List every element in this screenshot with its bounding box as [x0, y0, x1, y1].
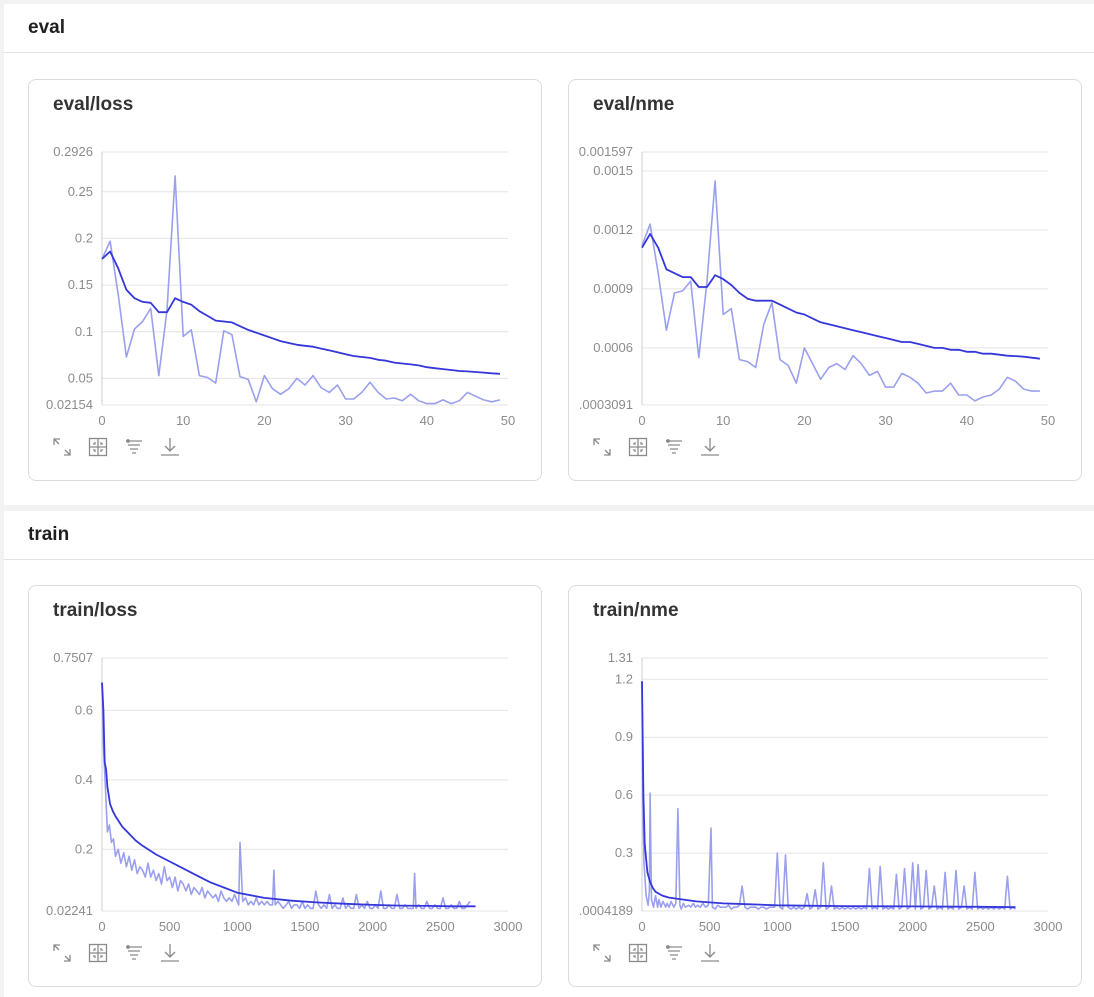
- x-tick-label: 20: [257, 413, 271, 428]
- smoothed-series-line: [641, 232, 1041, 360]
- chart-title: train/nme: [593, 600, 679, 621]
- fit-icon[interactable]: [87, 436, 109, 458]
- x-tick-label: 40: [960, 413, 974, 428]
- x-tick-label: 3000: [494, 919, 523, 934]
- chart-card-eval-nme: eval/nme .0003091 0.0006 0.0009 0.0012 0.001…: [568, 79, 1082, 481]
- y-tick-label: 0.2: [75, 230, 93, 245]
- x-tick-label: 10: [176, 413, 190, 428]
- filter-icon[interactable]: [123, 942, 145, 964]
- y-tick-label: 0.02154: [46, 397, 93, 412]
- smoothed-series-line: [101, 250, 500, 375]
- filter-icon[interactable]: [123, 436, 145, 458]
- filter-icon[interactable]: [663, 436, 685, 458]
- y-tick-label: 0.02241: [46, 903, 93, 918]
- y-tick-label: 1.31: [608, 650, 633, 665]
- chart-card-eval-loss: eval/loss 0.02154 0.05 0.1 0.15 0.2 0.25 0.292…: [28, 79, 542, 481]
- y-tick-label: 0.0006: [593, 340, 633, 355]
- train-section: train train/loss 0.02241 0.2 0.4 0.6 0.7507 0…: [4, 511, 1094, 997]
- chart-toolbar: [51, 436, 181, 458]
- raw-series-line: [101, 175, 501, 405]
- x-tick-label: 20: [797, 413, 811, 428]
- raw-series-line: [101, 682, 471, 910]
- x-tick-label: 30: [878, 413, 892, 428]
- eval-section: eval eval/loss 0.02154 0.05 0.1 0.15 0.2 0.25…: [4, 4, 1094, 505]
- y-tick-label: 0.15: [68, 277, 93, 292]
- y-tick-label: 0.6: [75, 702, 93, 717]
- y-tick-label: 0.2: [75, 841, 93, 856]
- download-icon[interactable]: [159, 436, 181, 458]
- y-tick-label: 0.2926: [53, 144, 93, 159]
- y-tick-label: 0.7507: [53, 650, 93, 665]
- x-tick-label: 30: [338, 413, 352, 428]
- filter-icon[interactable]: [663, 942, 685, 964]
- raw-series-line: [641, 180, 1040, 402]
- x-tick-label: 1000: [763, 919, 792, 934]
- x-tick-label: 0: [98, 919, 105, 934]
- chart-title: eval/nme: [593, 94, 675, 115]
- x-tick-label: 1000: [223, 919, 252, 934]
- x-tick-label: 1500: [291, 919, 320, 934]
- y-tick-label: 0.4: [75, 772, 93, 787]
- x-tick-label: 500: [699, 919, 721, 934]
- y-tick-label: .0004189: [579, 903, 633, 918]
- x-tick-label: 40: [420, 413, 434, 428]
- fit-icon[interactable]: [627, 942, 649, 964]
- x-tick-label: 2500: [966, 919, 995, 934]
- x-tick-label: 50: [501, 413, 515, 428]
- chart-title: train/loss: [53, 600, 138, 621]
- chart-card-train-loss: train/loss 0.02241 0.2 0.4 0.6 0.7507 0 500 100…: [28, 585, 542, 987]
- smoothed-series-line: [641, 681, 1016, 909]
- chart-toolbar: [591, 942, 721, 964]
- y-tick-label: 0.05: [68, 370, 93, 385]
- y-tick-label: 1.2: [615, 671, 633, 686]
- x-tick-label: 0: [638, 919, 645, 934]
- chart-toolbar: [591, 436, 721, 458]
- y-tick-label: 0.3: [615, 845, 633, 860]
- y-tick-label: 0.9: [615, 729, 633, 744]
- expand-icon[interactable]: [591, 942, 613, 964]
- x-tick-label: 0: [98, 413, 105, 428]
- section-header-train[interactable]: train: [4, 511, 1094, 560]
- y-tick-label: 0.6: [615, 787, 633, 802]
- y-tick-label: 0.0012: [593, 222, 633, 237]
- y-tick-label: 0.001597: [579, 144, 633, 159]
- download-icon[interactable]: [699, 942, 721, 964]
- expand-icon[interactable]: [591, 436, 613, 458]
- fit-icon[interactable]: [87, 942, 109, 964]
- x-tick-label: 2000: [898, 919, 927, 934]
- download-icon[interactable]: [699, 436, 721, 458]
- y-tick-label: 0.0015: [593, 163, 633, 178]
- y-tick-label: .0003091: [579, 397, 633, 412]
- x-tick-label: 50: [1041, 413, 1055, 428]
- smoothed-series-line: [101, 682, 476, 908]
- chart-train-loss: 0.02241 0.2 0.4 0.6 0.7507 0 500 1000 1500 2000 25…: [46, 650, 523, 934]
- download-icon[interactable]: [159, 942, 181, 964]
- section-header-eval[interactable]: eval: [4, 4, 1094, 53]
- x-tick-label: 10: [716, 413, 730, 428]
- x-tick-label: 1500: [831, 919, 860, 934]
- fit-icon[interactable]: [627, 436, 649, 458]
- y-tick-label: 0.25: [68, 184, 93, 199]
- chart-title: eval/loss: [53, 94, 134, 115]
- chart-toolbar: [51, 942, 181, 964]
- x-tick-label: 2000: [358, 919, 387, 934]
- x-tick-label: 0: [638, 413, 645, 428]
- raw-series-line: [641, 681, 1016, 910]
- x-tick-label: 2500: [426, 919, 455, 934]
- chart-eval-loss: 0.02154 0.05 0.1 0.15 0.2 0.25 0.2926 0 10 20 30 40…: [46, 144, 515, 428]
- expand-icon[interactable]: [51, 436, 73, 458]
- y-tick-label: 0.0009: [593, 281, 633, 296]
- expand-icon[interactable]: [51, 942, 73, 964]
- chart-eval-nme: .0003091 0.0006 0.0009 0.0012 0.0015 0.001597…: [579, 144, 1055, 428]
- chart-train-nme: .0004189 0.3 0.6 0.9 1.2 1.31 0 500 1000 1500 2000…: [579, 650, 1063, 934]
- chart-card-train-nme: train/nme .0004189 0.3 0.6 0.9 1.2 1.31 0 500 10…: [568, 585, 1082, 987]
- y-tick-label: 0.1: [75, 324, 93, 339]
- x-tick-label: 500: [159, 919, 181, 934]
- x-tick-label: 3000: [1034, 919, 1063, 934]
